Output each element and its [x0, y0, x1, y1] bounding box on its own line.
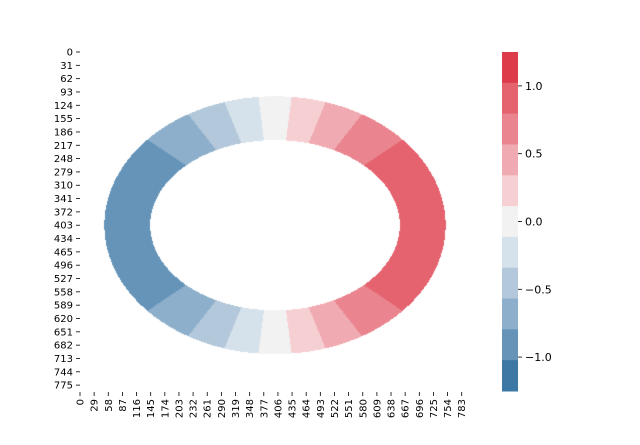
colorbar-segment	[502, 236, 518, 269]
colorbar-segment	[502, 52, 518, 84]
y-tick-label: 62	[60, 74, 73, 85]
y-tick-label: 744	[54, 367, 73, 378]
x-tick-label: 493	[316, 399, 327, 418]
x-tick-label: 174	[160, 399, 171, 418]
y-tick-label: 186	[54, 127, 73, 138]
colorbar-segment	[502, 82, 518, 115]
x-tick-label: 232	[189, 399, 200, 418]
y-tick-label: 682	[54, 341, 73, 352]
y-tick-label: 248	[54, 154, 73, 165]
x-tick-label: 0	[76, 399, 87, 405]
x-tick-label: 319	[231, 399, 242, 418]
x-tick-label: 696	[415, 399, 426, 418]
y-tick-label: 310	[54, 181, 73, 192]
y-tick-label: 775	[54, 381, 73, 392]
y-tick-label: 217	[54, 141, 73, 152]
x-tick-label: 406	[273, 399, 284, 418]
x-tick-label: 580	[358, 399, 369, 418]
y-tick-label: 496	[54, 261, 73, 272]
x-tick-label: 348	[245, 399, 256, 418]
x-tick-label: 638	[387, 399, 398, 418]
heatmap-field	[80, 52, 470, 392]
x-tick-label: 58	[104, 399, 115, 412]
x-tick-label: 87	[118, 399, 129, 412]
x-tick-label: 725	[429, 399, 440, 418]
y-tick-label: 527	[54, 274, 73, 285]
y-tick-label: 465	[54, 247, 73, 258]
x-tick-label: 290	[217, 399, 228, 418]
y-tick-label: 713	[54, 354, 73, 365]
x-tick-label: 464	[302, 399, 313, 418]
y-tick-label: 155	[54, 114, 73, 125]
x-tick-label: 551	[344, 399, 355, 418]
y-tick-label: 124	[54, 101, 73, 112]
y-tick-label: 589	[54, 301, 73, 312]
x-tick-label: 754	[443, 399, 454, 418]
x-tick-label: 667	[401, 399, 412, 418]
x-tick-label: 203	[174, 399, 185, 418]
x-tick-label: 609	[372, 399, 383, 418]
colorbar-segment	[502, 144, 518, 176]
x-tick-label: 435	[288, 399, 299, 418]
y-tick-label: 341	[54, 194, 73, 205]
colorbar-segment	[502, 206, 518, 238]
y-tick-label: 93	[60, 87, 73, 98]
y-tick-label: 31	[60, 61, 73, 72]
colorbar-segment	[502, 360, 518, 392]
colorbar-tick-label: −1.0	[525, 351, 552, 364]
x-tick-label: 783	[457, 399, 468, 418]
y-tick-label: 620	[54, 314, 73, 325]
colorbar-tick-label: 0.5	[525, 148, 543, 161]
y-tick-label: 434	[54, 234, 73, 245]
y-tick-label: 372	[54, 207, 73, 218]
colorbar-segment	[502, 298, 518, 330]
colorbar-tick-label: 0.0	[525, 216, 543, 229]
x-tick-label: 261	[203, 399, 214, 418]
colorbar-segment	[502, 267, 518, 300]
colorbar-segment	[502, 329, 518, 361]
colorbar-tick-label: 1.0	[525, 80, 543, 93]
x-tick-label: 145	[146, 399, 157, 418]
y-tick-label: 558	[54, 287, 73, 298]
colorbar-tick-label: −0.5	[525, 283, 552, 296]
colorbar-segment	[502, 175, 518, 207]
y-tick-label: 0	[67, 48, 73, 59]
x-tick-label: 522	[330, 399, 341, 418]
colorbar-segment	[502, 113, 518, 145]
x-tick-label: 29	[90, 399, 101, 412]
y-tick-label: 403	[54, 221, 73, 232]
x-tick-label: 116	[132, 399, 143, 418]
x-tick-label: 377	[259, 399, 270, 418]
y-tick-label: 279	[54, 167, 73, 178]
y-tick-label: 651	[54, 327, 73, 338]
